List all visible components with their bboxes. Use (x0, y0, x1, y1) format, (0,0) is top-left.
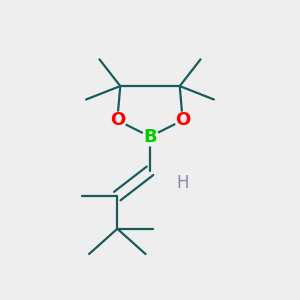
Text: B: B (143, 128, 157, 146)
Text: O: O (175, 111, 190, 129)
Text: O: O (110, 111, 125, 129)
Text: H: H (176, 174, 189, 192)
